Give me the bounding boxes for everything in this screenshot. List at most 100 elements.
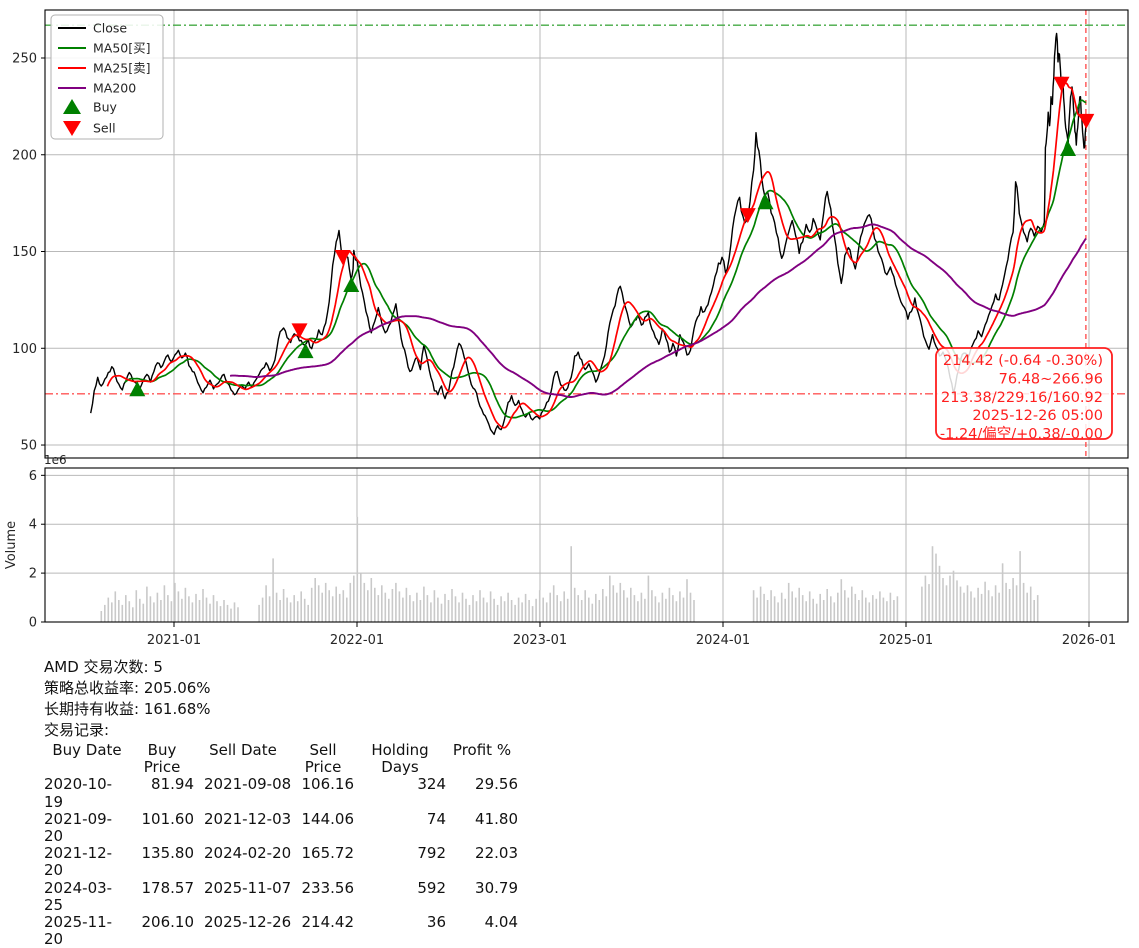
volume-bar xyxy=(819,593,821,622)
sell-marker xyxy=(739,208,756,224)
volume-bar xyxy=(756,597,758,622)
volume-bar xyxy=(409,595,411,622)
volume-bar xyxy=(798,587,800,622)
volume-bar xyxy=(384,592,387,622)
volume-bar xyxy=(272,558,274,622)
volume-bar xyxy=(265,585,267,622)
volume-bar xyxy=(517,597,520,622)
volume-bar xyxy=(549,592,551,622)
volume-bar xyxy=(360,573,362,622)
volume-bar xyxy=(363,582,366,622)
volume-bar xyxy=(815,603,818,622)
y-axis-tick-label: 150 xyxy=(12,245,37,260)
volume-bar xyxy=(468,604,471,622)
volume-bar xyxy=(310,587,313,622)
volume-scale-label: 1e6 xyxy=(44,453,67,467)
volume-bar xyxy=(966,585,969,622)
volume-bar xyxy=(928,584,930,622)
volume-bar xyxy=(945,585,948,622)
trade-row-cell: 206.10 xyxy=(141,913,195,932)
volume-bar xyxy=(125,595,127,622)
volume-bar xyxy=(353,575,355,622)
volume-bar xyxy=(693,600,695,622)
volume-bar xyxy=(935,553,937,622)
volume-bar xyxy=(198,600,201,622)
volume-bar xyxy=(402,597,404,622)
volume-bar xyxy=(268,596,271,622)
volume-bar xyxy=(440,603,443,622)
sell-marker xyxy=(1078,113,1095,129)
volume-bar xyxy=(128,601,131,622)
buy-marker xyxy=(129,381,146,397)
volume-bar xyxy=(637,601,639,622)
volume-bar xyxy=(342,590,345,622)
trade-row-cell: 30.79 xyxy=(475,878,518,897)
volume-bar xyxy=(893,600,895,622)
trade-row-cell: 2025-12-26 xyxy=(204,913,292,932)
trade-row-cell: 106.16 xyxy=(301,775,355,794)
volume-bar xyxy=(1001,563,1004,622)
volume-bar xyxy=(286,597,288,622)
trade-row: 2024-03-25 178.57 2025-11-07 233.56 592 30.79 xyxy=(44,878,518,914)
volume-bar xyxy=(1008,589,1011,622)
volume-bar xyxy=(261,597,264,622)
volume-bar xyxy=(528,600,530,622)
legend-label: Sell xyxy=(93,121,116,136)
volume-bar xyxy=(994,585,997,622)
volume-bar xyxy=(605,596,608,622)
volume-bar xyxy=(493,598,495,622)
volume-y-tick-label: 0 xyxy=(29,616,37,631)
volume-bar xyxy=(759,586,762,622)
trade-row-cell: 4.04 xyxy=(484,913,518,932)
volume-bar xyxy=(177,591,180,622)
volume-bar xyxy=(949,575,951,622)
volume-bar xyxy=(770,590,772,622)
volume-bar xyxy=(300,591,302,622)
x-axis-tick-label: 2024-01 xyxy=(696,633,750,648)
volume-bar xyxy=(566,598,569,622)
volume-bar xyxy=(104,604,106,622)
volume-bar xyxy=(991,596,993,622)
volume-bar xyxy=(682,597,685,622)
volume-bar xyxy=(170,601,173,622)
volume-bar xyxy=(616,592,618,622)
volume-bar xyxy=(202,589,204,622)
trades-header-row-cell: Sell Price xyxy=(304,741,342,777)
volume-bar xyxy=(289,602,292,622)
legend-sell-icon xyxy=(63,121,81,136)
volume-bar xyxy=(114,591,117,622)
volume-bar xyxy=(588,597,590,622)
volume-bar xyxy=(630,587,632,622)
volume-bar xyxy=(535,598,537,622)
volume-bar xyxy=(111,602,113,622)
legend-label: MA200 xyxy=(93,81,136,96)
volume-bar xyxy=(510,600,513,622)
y-axis-tick-label: 200 xyxy=(12,148,37,163)
volume-bar xyxy=(840,579,843,622)
trade-row-cell: 36 xyxy=(426,913,446,932)
volume-bar xyxy=(1012,578,1014,622)
volume-bar xyxy=(174,582,176,622)
trade-row-cell: 81.94 xyxy=(151,775,194,794)
volume-bar xyxy=(444,593,446,622)
volume-bar xyxy=(223,600,225,622)
trade-row-cell: 22.03 xyxy=(475,844,518,863)
trade-row-cell: 101.60 xyxy=(141,809,195,828)
volume-bar xyxy=(633,595,636,622)
volume-bar xyxy=(500,596,502,622)
volume-bar xyxy=(822,600,825,622)
volume-bar xyxy=(430,602,432,622)
volume-bar xyxy=(956,580,958,622)
volume-bar xyxy=(419,600,422,622)
volume-bar xyxy=(212,595,215,622)
volume-bar xyxy=(563,591,565,622)
volume-bar xyxy=(482,597,485,622)
legend-label: MA25[卖] xyxy=(93,61,151,76)
volume-bar xyxy=(209,603,211,622)
volume-bar xyxy=(395,582,397,622)
volume-bar xyxy=(970,591,972,622)
volume-y-tick-label: 2 xyxy=(29,567,37,582)
volume-bar xyxy=(861,590,864,622)
ma50-line xyxy=(124,99,1087,419)
volume-bar xyxy=(282,589,285,622)
